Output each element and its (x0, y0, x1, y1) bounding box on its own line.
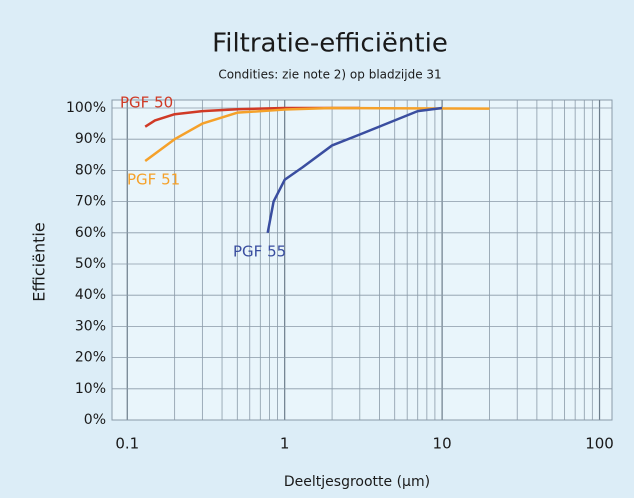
y-tick-label: 80% (75, 162, 106, 178)
y-tick-label: 100% (66, 100, 106, 116)
series-label: PGF 51 (127, 171, 180, 189)
y-tick-label: 50% (75, 256, 106, 272)
y-tick-label: 70% (75, 194, 106, 210)
y-tick-label: 20% (75, 350, 106, 366)
chart-title: Filtratie-efficiëntie (212, 29, 448, 59)
y-tick-label: 0% (84, 412, 106, 428)
x-axis-label: Deeltjesgrootte (µm) (284, 474, 430, 490)
series-label: PGF 55 (233, 243, 286, 261)
chart-subtitle: Condities: zie note 2) op bladzijde 31 (218, 68, 441, 82)
y-tick-label: 90% (75, 131, 106, 147)
series-line (144, 106, 360, 128)
y-tick-label: 60% (75, 225, 106, 241)
series-line (144, 106, 490, 163)
y-tick-label: 40% (75, 287, 106, 303)
y-axis-label: Efficiëntie (30, 222, 49, 301)
x-tick-label: 10 (433, 435, 452, 453)
x-tick-label: 100 (585, 435, 614, 453)
plot-area (112, 100, 612, 420)
y-tick-label: 10% (75, 381, 106, 397)
x-tick-label: 1 (280, 435, 290, 453)
y-tick-label: 30% (75, 318, 106, 334)
series-line (266, 106, 443, 234)
x-tick-label: 0.1 (115, 435, 139, 453)
series-label: PGF 50 (120, 94, 173, 112)
